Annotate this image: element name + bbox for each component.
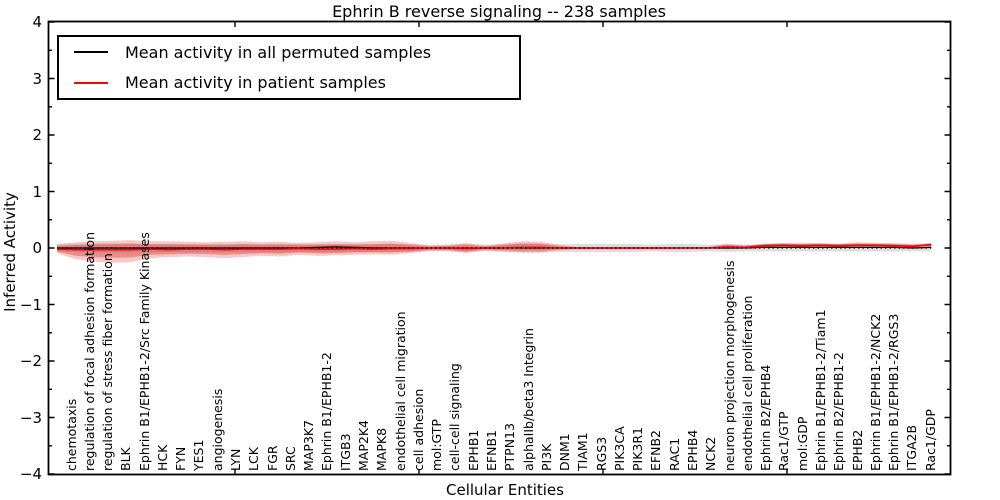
x-tick-label: Rac1/GTP (776, 411, 792, 471)
x-tick-label: neuron projection morphogenesis (721, 260, 737, 471)
y-tick-label: 2 (32, 126, 42, 144)
x-tick-label: MAP3K7 (301, 420, 317, 471)
x-tick-label: cell adhesion (410, 388, 426, 471)
x-tick-label: mol:GTP (429, 419, 445, 471)
x-tick-label: TIAM1 (575, 432, 591, 471)
x-tick-label: ITGB3 (337, 433, 353, 471)
legend-item-permuted: Mean activity in all permuted samples (59, 39, 519, 65)
y-tick-label: 1 (32, 182, 42, 201)
y-tick-label: −4 (19, 465, 42, 483)
y-tick-label: 3 (32, 69, 42, 88)
legend-label: Mean activity in all permuted samples (125, 42, 432, 62)
x-tick-label: PI3K (538, 443, 554, 471)
x-tick-label: ITGA2B (904, 424, 920, 471)
x-tick-label: Ephrin B1/EPHB1-2/NCK2 (867, 313, 883, 471)
patient-spread-band-outer (57, 240, 932, 263)
x-tick-label: RGS3 (593, 436, 609, 471)
x-tick-label: NCK2 (703, 436, 719, 471)
x-tick-label: MAP2K4 (355, 420, 371, 471)
x-tick-label: chemotaxis (63, 398, 79, 471)
permuted-line-swatch (74, 51, 108, 54)
x-tick-label: EPHB1 (465, 429, 481, 471)
x-tick-label: PIK3CA (611, 426, 627, 471)
x-tick-label: regulation of focal adhesion formation (81, 232, 97, 471)
x-tick-label: BLK (118, 447, 134, 471)
x-tick-label: Ephrin B2/EPHB4 (758, 364, 774, 471)
x-tick-label: Rac1/GDP (922, 409, 938, 471)
x-tick-label: PTPN13 (502, 423, 518, 471)
y-tick-label: −1 (19, 295, 42, 314)
x-tick-label: EFNB1 (483, 430, 499, 471)
x-tick-label: HCK (154, 444, 170, 471)
x-tick-label: Ephrin B1/EPHB1-2/RGS3 (886, 313, 902, 471)
x-tick-label: FYN (173, 446, 189, 471)
x-tick-label: endothelial cell migration (392, 311, 408, 471)
legend-label: Mean activity in patient samples (125, 73, 386, 93)
x-tick-label: MAPK8 (374, 427, 390, 471)
x-tick-label: endothelial cell proliferation (739, 295, 755, 471)
x-axis-label: Cellular Entities (446, 481, 564, 499)
legend-item-patient: Mean activity in patient samples (59, 70, 519, 96)
legend: Mean activity in all permuted samples Me… (57, 35, 521, 100)
x-tick-label: EPHB2 (849, 429, 865, 471)
x-tick-label: FGR (264, 445, 280, 471)
y-tick-label: 4 (32, 13, 42, 31)
x-tick-label: alphaIIb/beta3 Integrin (520, 328, 536, 471)
x-tick-label: LYN (228, 448, 244, 471)
chart-title: Ephrin B reverse signaling -- 238 sample… (332, 2, 666, 21)
x-tick-label: Ephrin B1/EPHB1-2/Src Family Kinases (136, 232, 152, 471)
x-tick-label: LCK (246, 447, 262, 471)
x-tick-label: SRC (282, 446, 298, 471)
x-tick-label: RAC1 (666, 437, 682, 471)
x-tick-label: Ephrin B1/EPHB1-2/Tiam1 (812, 309, 828, 471)
x-tick-label: cell-cell signaling (447, 363, 463, 471)
x-tick-label: EPHB4 (685, 429, 701, 471)
x-tick-label: Ephrin B1/EPHB1-2 (319, 352, 335, 471)
x-tick-label: PIK3R1 (630, 426, 646, 471)
x-tick-label: DNM1 (557, 433, 573, 471)
y-tick-label: −3 (19, 408, 42, 427)
x-tick-label: regulation of stress fiber formation (100, 253, 116, 471)
x-tick-label: Ephrin B2/EPHB1-2 (831, 352, 847, 471)
x-tick-label: mol:GDP (794, 416, 810, 471)
axis-ticks (48, 21, 951, 475)
y-tick-label: 0 (32, 239, 42, 257)
y-tick-label: −2 (19, 352, 42, 370)
x-tick-label: YES1 (191, 439, 207, 471)
patient-line-swatch (74, 81, 108, 84)
x-tick-label: EFNB2 (648, 430, 664, 471)
x-tick-label: angiogenesis (209, 388, 225, 471)
